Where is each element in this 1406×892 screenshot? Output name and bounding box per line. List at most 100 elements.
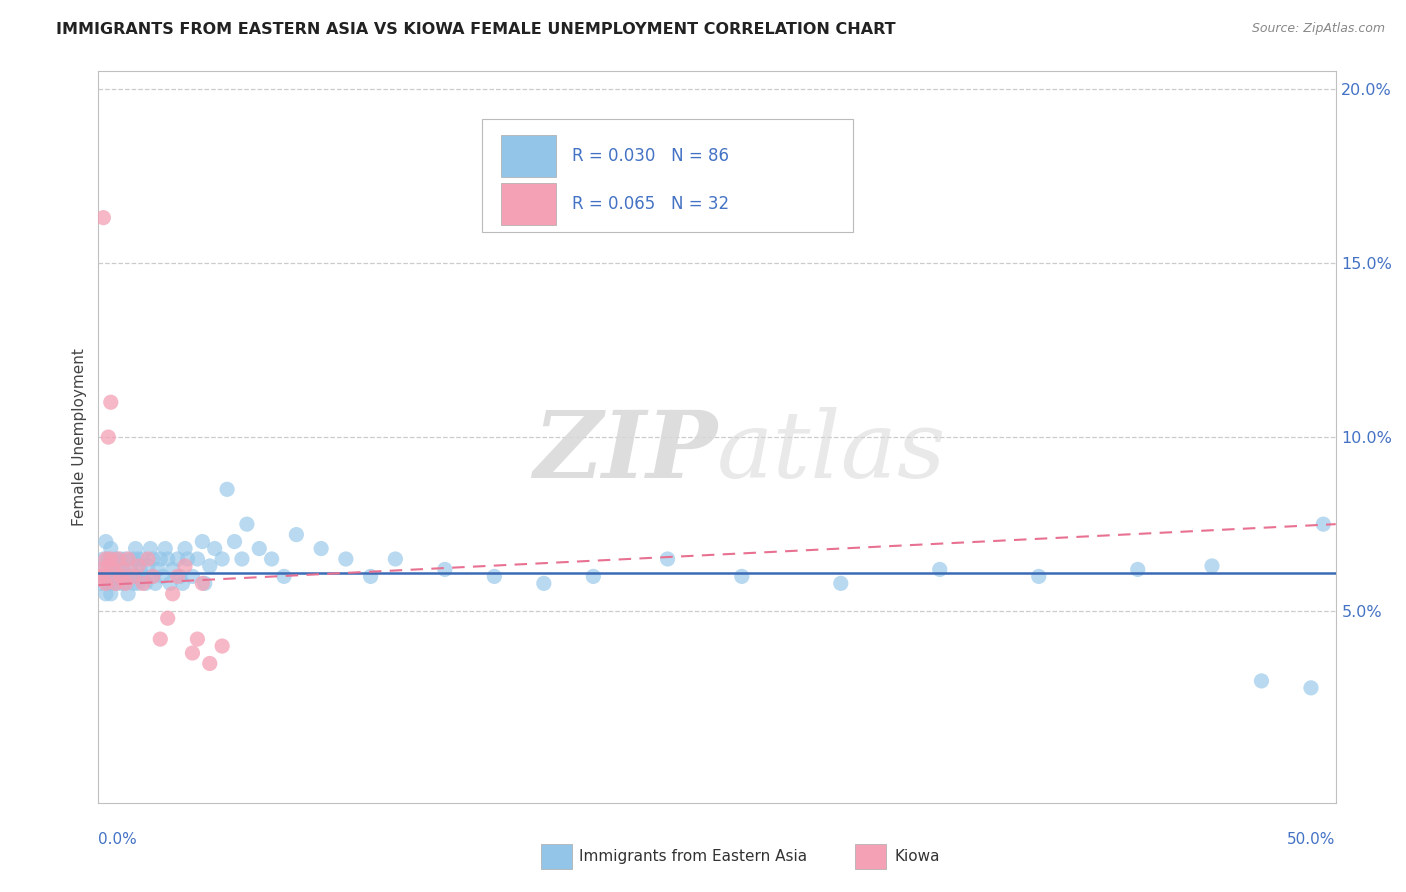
Point [94,587,117,601]
Point [582,569,605,583]
Point [1028,569,1050,583]
Point [136,558,159,573]
Point [174,558,197,573]
Point [112,562,135,576]
Point [433,562,456,576]
Point [1201,558,1223,573]
Point [103,562,125,576]
Point [136,552,159,566]
Point [166,569,188,583]
Point [90,562,112,576]
Point [162,562,184,576]
Point [100,569,122,583]
Text: atlas: atlas [717,407,946,497]
Point [1126,562,1149,576]
Point [149,632,172,646]
Point [273,569,295,583]
Point [112,576,135,591]
Point [830,576,852,591]
Point [191,534,214,549]
Point [335,552,357,566]
Point [94,576,117,591]
Point [198,657,221,671]
Point [172,576,194,591]
FancyBboxPatch shape [482,119,853,232]
Point [360,569,382,583]
Point [110,569,132,583]
Point [132,552,155,566]
Point [127,576,149,591]
Point [127,552,149,566]
Point [100,587,122,601]
Point [117,569,139,583]
Point [132,569,155,583]
Point [142,552,165,566]
Point [533,576,555,591]
Point [186,632,208,646]
Point [176,552,198,566]
Point [142,569,165,583]
Point [149,552,172,566]
Point [1299,681,1322,695]
Point [122,552,145,566]
Point [211,552,233,566]
Point [162,587,184,601]
Point [117,552,139,566]
Point [117,587,139,601]
Point [142,569,165,583]
Point [384,552,406,566]
Point [107,552,129,566]
Point [484,569,506,583]
Text: Immigrants from Eastern Asia: Immigrants from Eastern Asia [579,849,807,863]
Point [152,569,174,583]
Point [155,541,177,556]
Point [194,576,217,591]
Point [94,569,117,583]
Point [191,576,214,591]
Point [211,639,233,653]
Point [181,646,204,660]
Text: Source: ZipAtlas.com: Source: ZipAtlas.com [1251,22,1385,36]
Point [928,562,950,576]
Point [90,576,112,591]
Point [104,552,127,566]
Point [657,552,679,566]
Point [181,569,204,583]
Point [122,576,145,591]
Point [143,576,166,591]
Point [97,552,120,566]
Point [247,541,270,556]
Point [159,576,181,591]
Point [134,576,156,591]
Text: 50.0%: 50.0% [1288,832,1336,847]
Point [169,569,191,583]
Point [1250,673,1272,688]
Point [217,483,239,497]
Point [1312,517,1334,532]
Point [731,569,754,583]
Y-axis label: Female Unemployment: Female Unemployment [72,348,87,526]
Point [110,569,132,583]
Point [112,562,135,576]
Point [100,395,122,409]
Point [97,430,120,444]
Point [93,552,115,566]
Point [146,562,169,576]
Point [127,558,149,573]
Point [104,576,127,591]
Point [198,558,221,573]
Point [100,552,122,566]
Bar [501,183,557,225]
Point [94,552,117,566]
Point [260,552,283,566]
Bar [501,135,557,178]
Point [93,569,115,583]
Point [90,562,112,576]
Point [114,552,136,566]
Point [204,541,226,556]
Point [186,552,208,566]
Point [139,541,162,556]
Point [124,541,146,556]
Point [110,552,132,566]
Point [93,211,115,225]
